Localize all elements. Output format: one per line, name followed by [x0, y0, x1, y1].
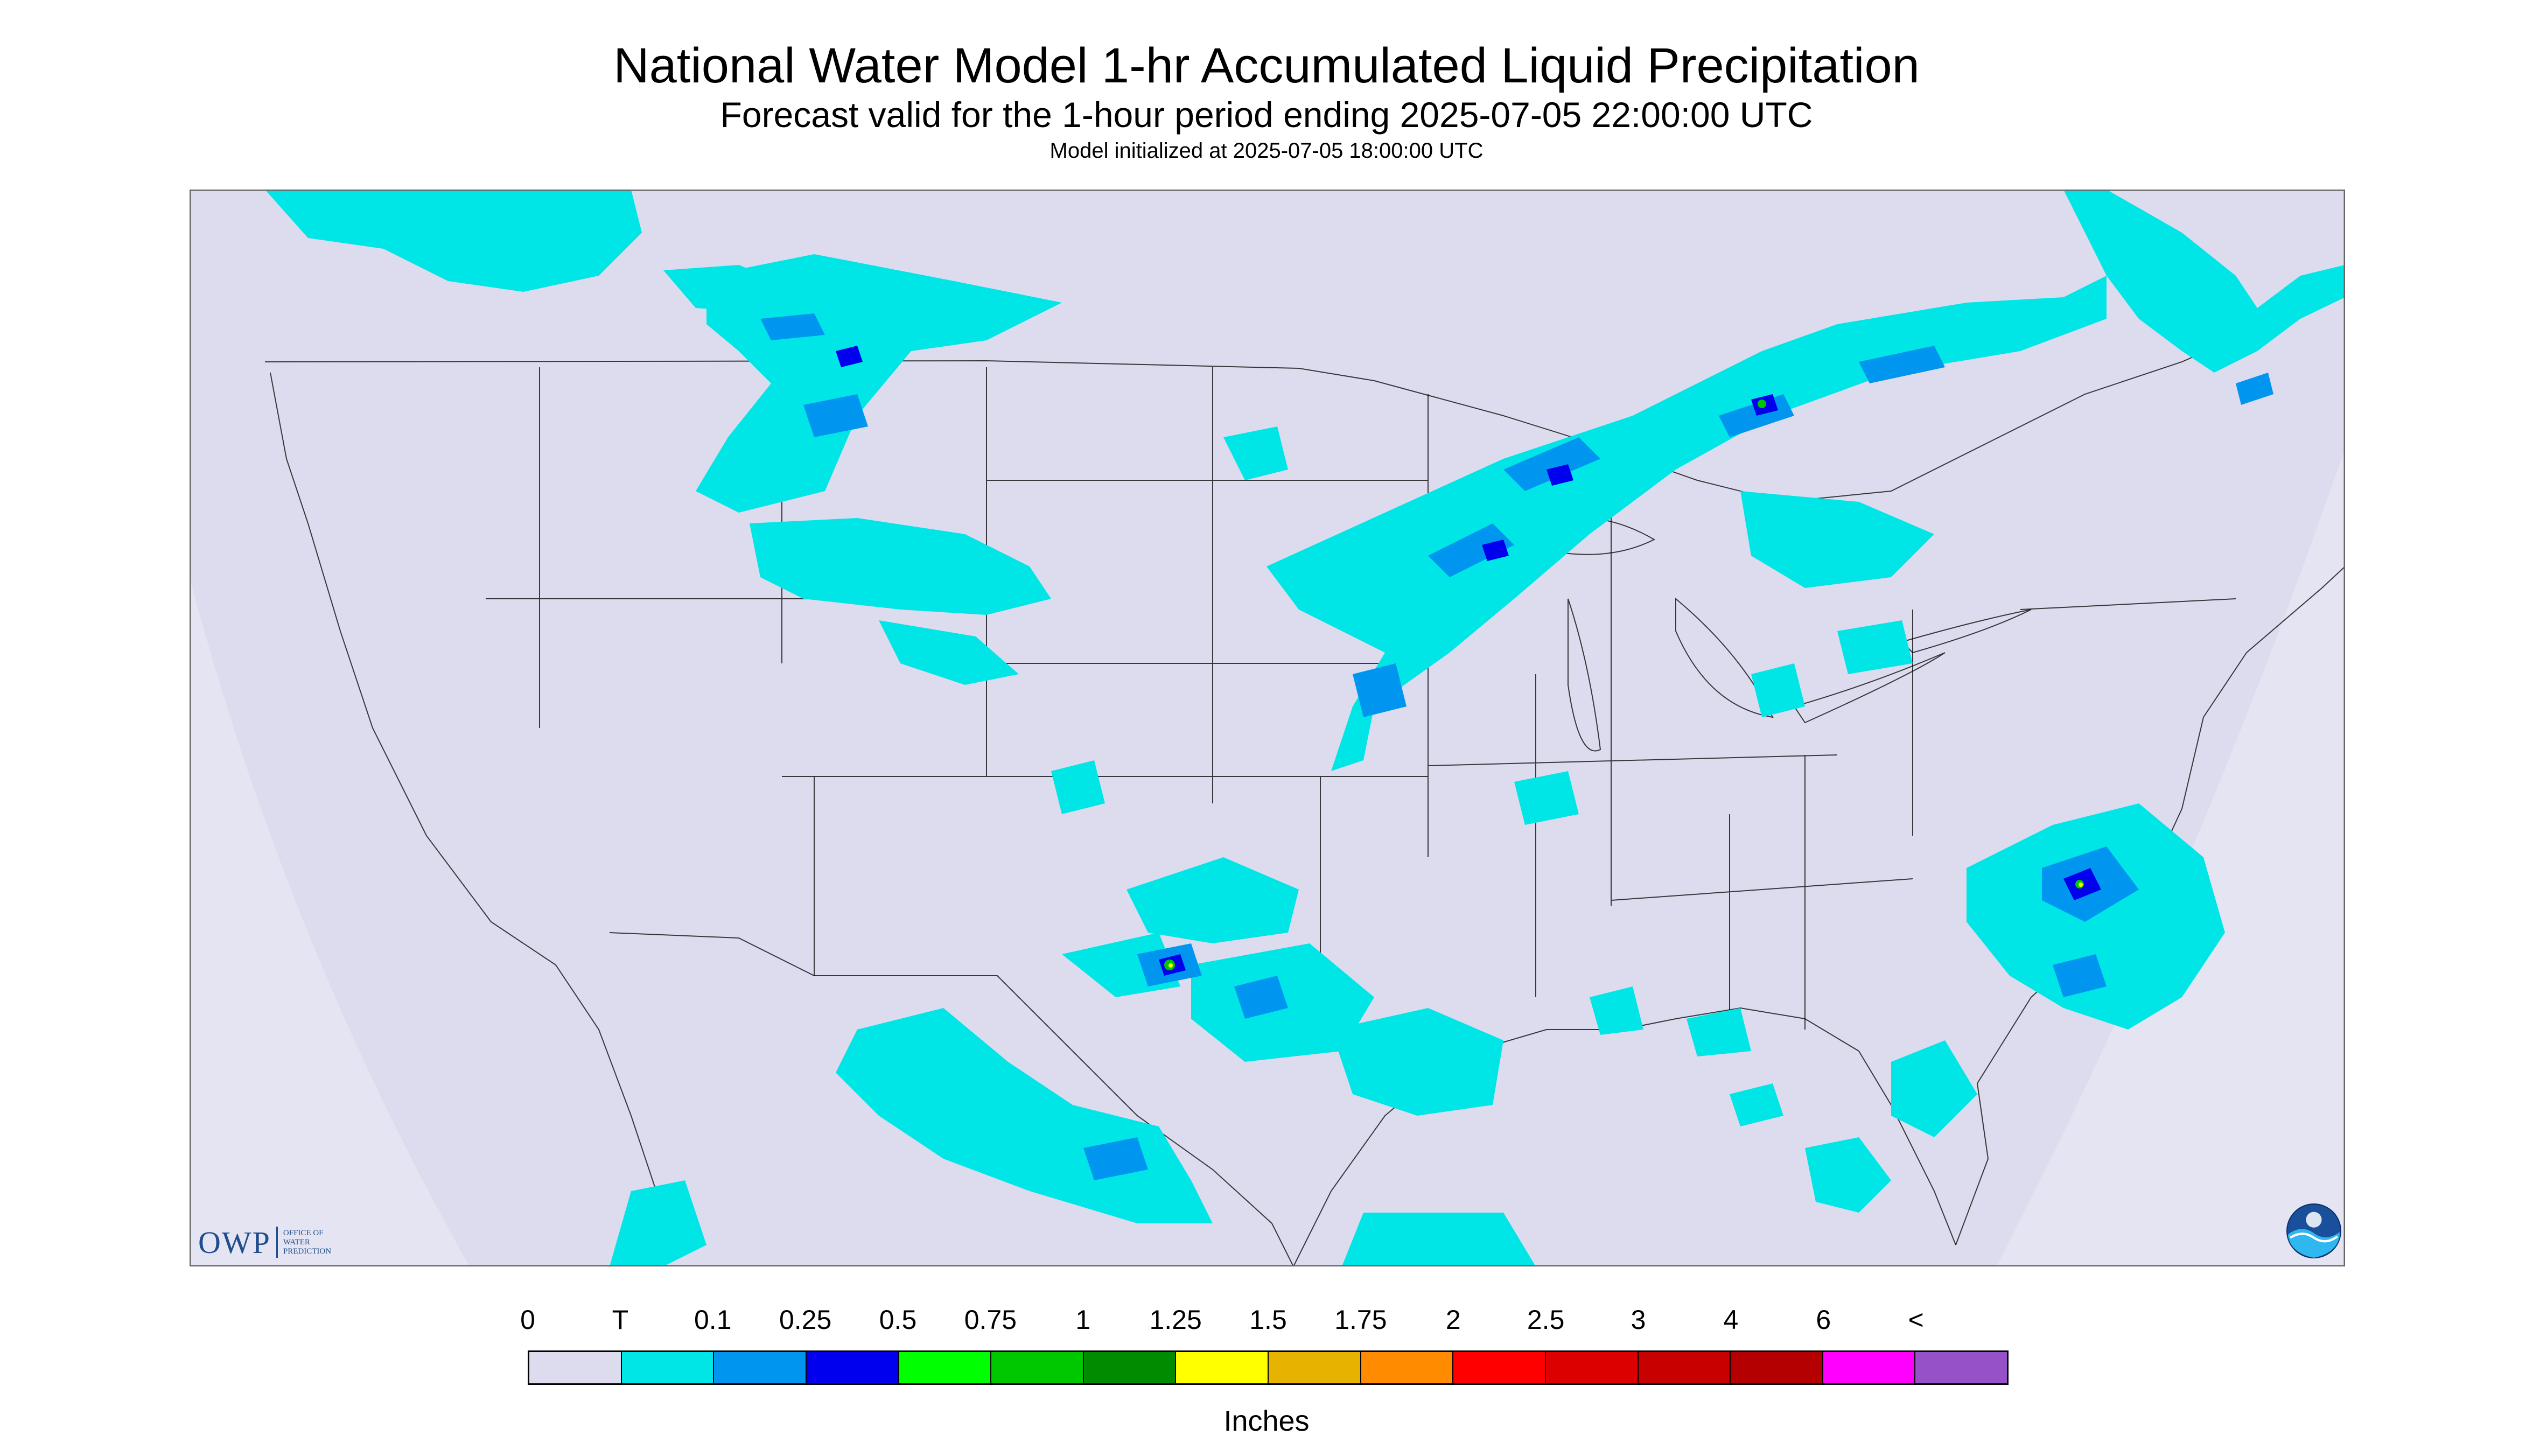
legend-swatch	[621, 1352, 715, 1383]
legend-swatch	[529, 1352, 622, 1383]
page-subtitle: Forecast valid for the 1-hour period end…	[720, 95, 1813, 135]
map-background	[190, 190, 2345, 1266]
legend-tick-label: T	[612, 1305, 629, 1335]
legend-swatch	[1176, 1352, 1269, 1383]
legend-units: Inches	[1223, 1405, 1310, 1437]
init-time-line: Model initialized at 2025-07-05 18:00:00…	[1049, 139, 1484, 163]
legend-swatch	[1823, 1352, 1916, 1383]
legend: 0 T 0.1 0.25 0.5 0.75 1 1.25 1.5 1.75 2 2.5 3 4 6 <	[0, 1282, 2533, 1454]
legend-swatch	[1545, 1352, 1639, 1383]
legend-swatch	[1915, 1352, 2007, 1383]
mexico-border	[609, 932, 1294, 1266]
owp-logo: OWP OFFICE OF WATER PREDICTION	[198, 1223, 359, 1261]
legend-tick-label: 1.25	[1149, 1305, 1202, 1335]
legend-swatch	[1083, 1352, 1177, 1383]
owp-sub-line-2: WATER	[283, 1237, 310, 1247]
map-frame	[190, 190, 2345, 1266]
legend-swatch	[1731, 1352, 1823, 1383]
owp-logo-text: OWP	[198, 1224, 271, 1260]
legend-swatch	[714, 1352, 807, 1383]
owp-sub-line-1: OFFICE OF	[283, 1228, 324, 1237]
legend-swatch	[991, 1352, 1084, 1383]
legend-tick-label: 6	[1816, 1305, 1831, 1335]
legend-swatch	[1453, 1352, 1546, 1383]
legend-tick-label: 0	[520, 1305, 535, 1335]
precip-map	[190, 190, 2345, 1266]
legend-tick-label: 0.1	[694, 1305, 732, 1335]
outside-domain-right	[1996, 448, 2345, 1266]
legend-colorbar	[528, 1350, 2009, 1385]
precip-heavy	[836, 346, 2101, 976]
owp-logo-divider	[276, 1227, 278, 1258]
legend-tick-label: 1	[1075, 1305, 1091, 1335]
legend-swatch	[1361, 1352, 1454, 1383]
legend-tick-label: 2	[1445, 1305, 1461, 1335]
legend-tick-label: 0.25	[779, 1305, 832, 1335]
coast-west	[270, 372, 664, 1213]
legend-tick-label: 3	[1631, 1305, 1646, 1335]
legend-swatch	[899, 1352, 992, 1383]
legend-tick-label: 1.5	[1249, 1305, 1287, 1335]
legend-swatch	[1638, 1352, 1731, 1383]
legend-tick-label: 2.5	[1527, 1305, 1565, 1335]
legend-swatch	[806, 1352, 899, 1383]
legend-tick-label: 0.75	[964, 1305, 1017, 1335]
noaa-logo-icon	[2286, 1203, 2341, 1258]
legend-tick-label: <	[1908, 1305, 1924, 1335]
great-lakes	[1524, 517, 2032, 752]
precip-peak	[1168, 883, 2083, 968]
outside-domain-left	[190, 577, 470, 1266]
legend-swatch	[1269, 1352, 1361, 1383]
owp-sub-line-3: PREDICTION	[283, 1247, 332, 1256]
owp-logo-subtext: OFFICE OF WATER PREDICTION	[283, 1229, 359, 1256]
page-title: National Water Model 1-hr Accumulated Li…	[613, 38, 1920, 93]
legend-tick-label: 1.75	[1334, 1305, 1387, 1335]
legend-tick-label: 0.5	[879, 1305, 917, 1335]
legend-tick-label: 4	[1723, 1305, 1739, 1335]
